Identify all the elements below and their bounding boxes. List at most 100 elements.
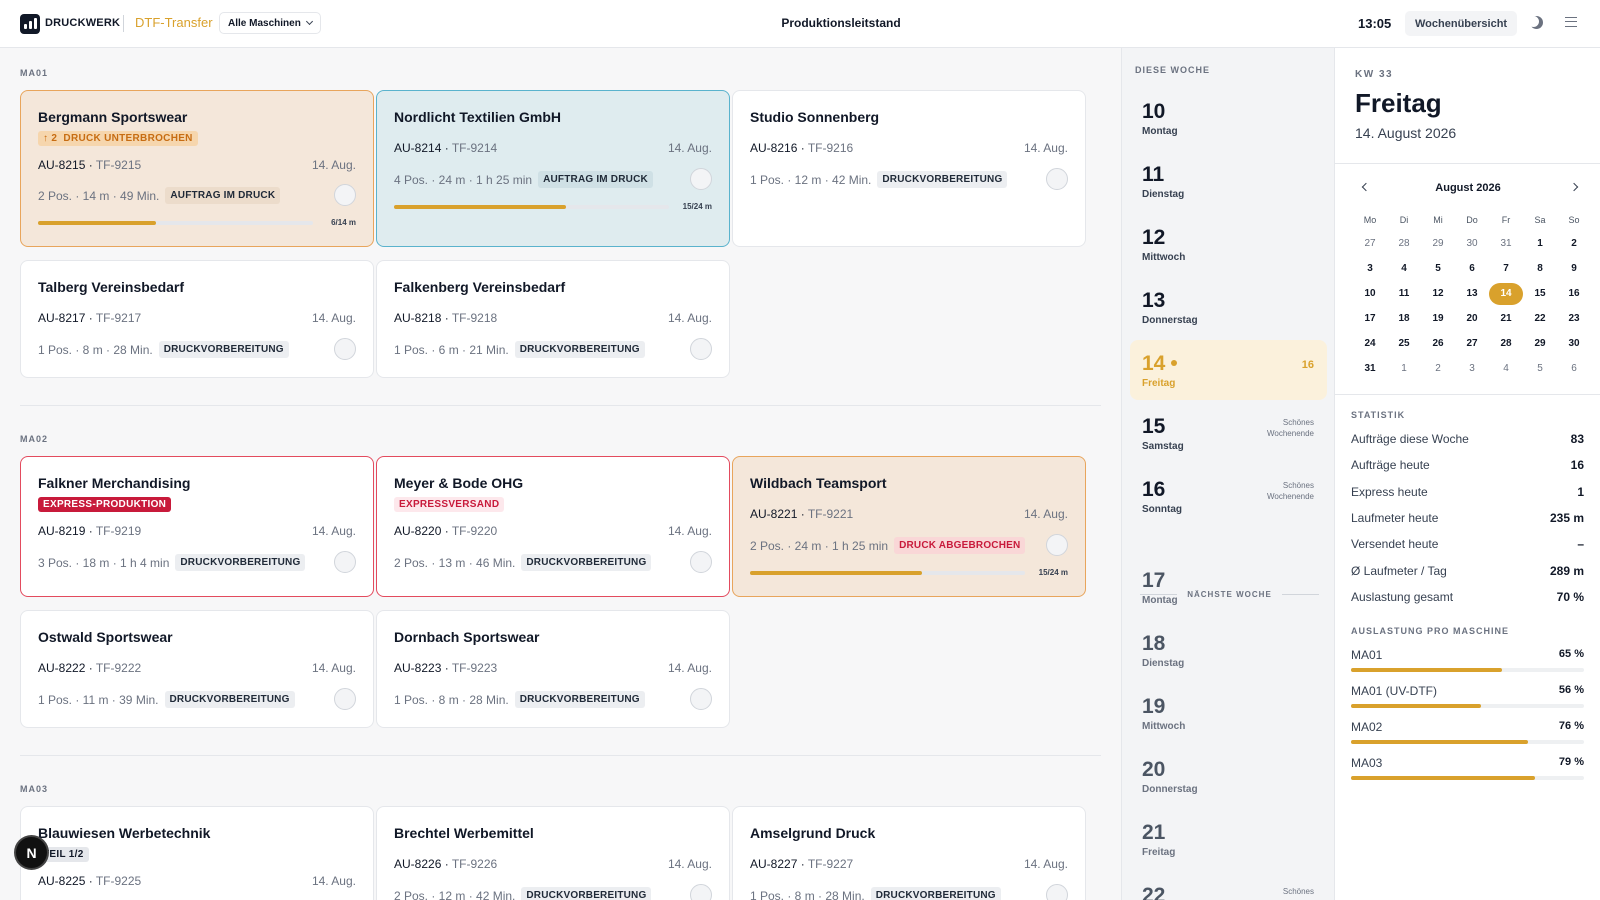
complete-checkbox[interactable]: [1046, 168, 1068, 190]
calendar-day[interactable]: 29: [1432, 238, 1444, 249]
calendar-day[interactable]: 17: [1364, 313, 1376, 324]
menu-icon[interactable]: [1565, 17, 1577, 27]
calendar-day[interactable]: 27: [1466, 338, 1478, 349]
job-card[interactable]: Amselgrund Druck AU-8227 · TF-9227 14. A…: [732, 806, 1086, 900]
day-number: 19: [1142, 695, 1166, 718]
day-item[interactable]: 21 Freitag: [1130, 809, 1327, 869]
calendar-day[interactable]: 16: [1568, 288, 1580, 299]
day-item[interactable]: 15 Samstag Schönes Wochenende: [1130, 403, 1327, 463]
calendar-day[interactable]: 22: [1534, 313, 1546, 324]
complete-checkbox[interactable]: [334, 551, 356, 573]
calendar-day[interactable]: 27: [1364, 238, 1376, 249]
day-item[interactable]: 22 Schönes: [1130, 872, 1327, 900]
machine-load-bar: [1351, 668, 1584, 672]
complete-checkbox[interactable]: [1046, 534, 1068, 556]
calendar-day[interactable]: 25: [1398, 338, 1410, 349]
day-item[interactable]: 13 Donnerstag: [1130, 277, 1327, 337]
calendar-day[interactable]: 28: [1398, 238, 1410, 249]
complete-checkbox[interactable]: [690, 688, 712, 710]
job-card[interactable]: Blauwiesen Werbetechnik TEIL 1/2 AU-8225…: [20, 806, 374, 900]
calendar-day[interactable]: 4: [1401, 263, 1407, 274]
job-card[interactable]: Talberg Vereinsbedarf AU-8217 · TF-9217 …: [20, 260, 374, 378]
week-overview-button[interactable]: Wochenübersicht: [1405, 11, 1518, 36]
job-card[interactable]: Ostwald Sportswear AU-8222 · TF-9222 14.…: [20, 610, 374, 728]
calendar-day[interactable]: 6: [1571, 363, 1577, 374]
job-card[interactable]: Dornbach Sportswear AU-8223 · TF-9223 14…: [376, 610, 730, 728]
complete-checkbox[interactable]: [690, 551, 712, 573]
calendar-day[interactable]: 2: [1571, 238, 1577, 249]
calendar-day[interactable]: 5: [1537, 363, 1543, 374]
job-card[interactable]: Bergmann Sportswear ↑ 2 DRUCK UNTERBROCH…: [20, 90, 374, 247]
calendar-day[interactable]: 5: [1435, 263, 1441, 274]
calendar-day[interactable]: 31: [1364, 363, 1376, 374]
day-item[interactable]: 12 Mittwoch: [1130, 214, 1327, 274]
status-badge: AUFTRAG IM DRUCK: [165, 187, 281, 204]
weekday-label: Di: [1399, 215, 1409, 225]
day-item[interactable]: 14 Freitag 16: [1130, 340, 1327, 400]
calendar-day[interactable]: 30: [1568, 338, 1580, 349]
nav-badge-button[interactable]: N: [16, 837, 47, 868]
complete-checkbox[interactable]: [334, 688, 356, 710]
calendar-day[interactable]: 9: [1571, 263, 1577, 274]
customer-name: Nordlicht Textilien GmbH: [394, 109, 561, 125]
calendar-day[interactable]: 26: [1432, 338, 1444, 349]
calendar-day[interactable]: 21: [1500, 313, 1512, 324]
calendar-day[interactable]: 13: [1466, 288, 1478, 299]
calendar-day[interactable]: 11: [1398, 288, 1410, 299]
day-item[interactable]: 20 Donnerstag: [1130, 746, 1327, 806]
complete-checkbox[interactable]: [690, 338, 712, 360]
dark-mode-icon[interactable]: [1530, 16, 1543, 29]
calendar-day[interactable]: 1: [1537, 238, 1543, 249]
complete-checkbox[interactable]: [690, 168, 712, 190]
calendar-day[interactable]: 12: [1432, 288, 1444, 299]
product-name: DTF-Transfer: [135, 15, 213, 30]
calendar-day[interactable]: 19: [1432, 313, 1444, 324]
job-card[interactable]: Studio Sonnenberg AU-8216 · TF-9216 14. …: [732, 90, 1086, 247]
calendar-day[interactable]: 20: [1466, 313, 1478, 324]
panel-divider: [1335, 163, 1600, 164]
job-card[interactable]: Nordlicht Textilien GmbH AU-8214 · TF-92…: [376, 90, 730, 247]
calendar-day[interactable]: 4: [1503, 363, 1509, 374]
job-card[interactable]: Wildbach Teamsport AU-8221 · TF-9221 14.…: [732, 456, 1086, 597]
day-item[interactable]: 10 Montag: [1130, 88, 1327, 148]
job-card[interactable]: Brechtel Werbemittel AU-8226 · TF-9226 1…: [376, 806, 730, 900]
job-card[interactable]: Meyer & Bode OHG EXPRESSVERSAND AU-8220 …: [376, 456, 730, 597]
machine-label-ma03: MA03: [20, 784, 49, 794]
day-item[interactable]: 16 Sonntag Schönes Wochenende: [1130, 466, 1327, 526]
calendar-day[interactable]: 29: [1534, 338, 1546, 349]
calendar-day[interactable]: 15: [1534, 288, 1546, 299]
order-ids: AU-8222 · TF-9222: [38, 661, 142, 675]
calendar-day[interactable]: 10: [1364, 288, 1376, 299]
calendar-day[interactable]: 23: [1568, 313, 1580, 324]
calendar-day[interactable]: 7: [1503, 263, 1509, 274]
complete-checkbox[interactable]: [690, 884, 712, 900]
day-item[interactable]: 19 Mittwoch: [1130, 683, 1327, 743]
day-item[interactable]: 18 Dienstag: [1130, 620, 1327, 680]
stat-row: Express heute 1: [1351, 485, 1584, 499]
complete-checkbox[interactable]: [334, 184, 356, 206]
day-item[interactable]: 11 Dienstag: [1130, 151, 1327, 211]
calendar-day[interactable]: 28: [1500, 338, 1512, 349]
next-week-heading: NÄCHSTE WOCHE: [1140, 590, 1319, 599]
day-item[interactable]: 17 Montag: [1130, 557, 1327, 617]
calendar-day[interactable]: 3: [1367, 263, 1373, 274]
calendar-day[interactable]: 31: [1500, 238, 1512, 249]
calendar-day[interactable]: 30: [1466, 238, 1478, 249]
calendar-day[interactable]: 14: [1489, 283, 1523, 305]
machine-filter-select[interactable]: Alle Maschinen: [219, 12, 321, 34]
calendar-day[interactable]: 24: [1364, 338, 1376, 349]
day-number: 15: [1142, 415, 1166, 438]
calendar-day[interactable]: 18: [1398, 313, 1410, 324]
job-card[interactable]: Falkner Merchandising EXPRESS-PRODUKTION…: [20, 456, 374, 597]
complete-checkbox[interactable]: [1046, 884, 1068, 900]
complete-checkbox[interactable]: [334, 338, 356, 360]
calendar-day[interactable]: 3: [1469, 363, 1475, 374]
calendar-day[interactable]: 2: [1435, 363, 1441, 374]
calendar-day[interactable]: 8: [1537, 263, 1543, 274]
calendar-day[interactable]: 1: [1401, 363, 1407, 374]
job-meta: 1 Pos. · 8 m · 28 Min. DRUCKVORBEREITUNG: [394, 691, 645, 708]
job-card[interactable]: Falkenberg Vereinsbedarf AU-8218 · TF-92…: [376, 260, 730, 378]
calendar-day[interactable]: 6: [1469, 263, 1475, 274]
machine-load-value: 79 %: [1558, 756, 1584, 768]
day-note: Schönes Wochenende: [1267, 418, 1314, 438]
